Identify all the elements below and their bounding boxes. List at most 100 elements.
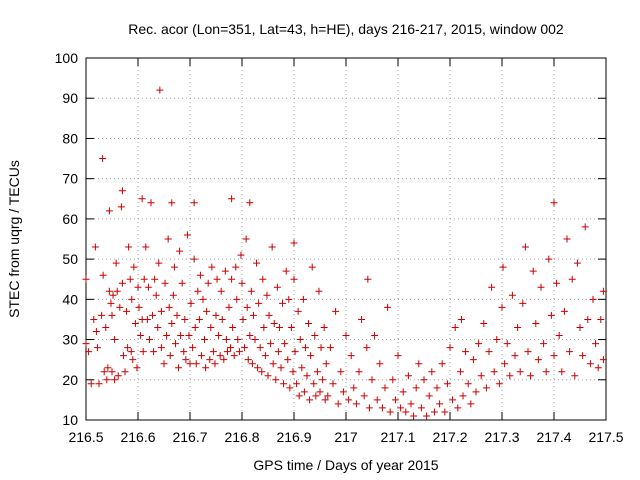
data-point (295, 392, 303, 400)
data-point (345, 396, 353, 404)
data-point (215, 332, 223, 340)
data-point (248, 360, 256, 368)
data-point (532, 319, 540, 327)
data-point (255, 299, 263, 307)
data-point (273, 283, 281, 291)
data-point (242, 235, 250, 243)
data-point (220, 356, 228, 364)
data-point (592, 340, 600, 348)
data-point (498, 303, 506, 311)
data-point (594, 364, 602, 372)
data-point (237, 251, 245, 259)
data-point (213, 275, 221, 283)
data-point (196, 271, 204, 279)
data-point (480, 319, 488, 327)
data-point (321, 396, 329, 404)
data-point (381, 384, 389, 392)
data-point (524, 348, 532, 356)
data-point (244, 356, 252, 364)
data-point (147, 199, 155, 207)
x-tick-label: 216.7 (172, 429, 207, 445)
data-point (373, 396, 381, 404)
data-point (95, 380, 103, 388)
data-point (289, 368, 297, 376)
data-point (326, 344, 334, 352)
data-point (300, 388, 308, 396)
data-point (456, 368, 464, 376)
data-point (181, 315, 189, 323)
data-point (312, 392, 320, 400)
data-point (394, 352, 402, 360)
data-point (99, 271, 107, 279)
data-point (164, 235, 172, 243)
data-point (410, 412, 418, 420)
data-point (254, 364, 262, 372)
x-tick-label: 217 (334, 429, 358, 445)
data-point (378, 404, 386, 412)
data-point (430, 408, 438, 416)
data-point (464, 380, 472, 388)
data-point (521, 243, 529, 251)
data-point (161, 279, 169, 287)
data-point (310, 380, 318, 388)
data-point (407, 400, 415, 408)
data-point (320, 323, 328, 331)
data-point (183, 231, 191, 239)
data-point (404, 372, 412, 380)
data-point (85, 348, 93, 356)
data-point (259, 275, 267, 283)
data-point (488, 283, 496, 291)
data-point (228, 195, 236, 203)
x-tick-label: 216.5 (68, 429, 103, 445)
data-point (272, 376, 280, 384)
data-point (229, 323, 237, 331)
data-point (451, 323, 459, 331)
data-point (222, 336, 230, 344)
y-tick-label: 40 (62, 291, 78, 307)
data-point (415, 360, 423, 368)
data-point (571, 372, 579, 380)
data-point (291, 348, 299, 356)
data-point (425, 392, 433, 400)
data-point (189, 344, 197, 352)
data-point (433, 384, 441, 392)
data-point (173, 311, 181, 319)
data-point (402, 408, 410, 416)
data-point (342, 332, 350, 340)
data-point (586, 360, 594, 368)
data-point (438, 360, 446, 368)
data-point (516, 368, 524, 376)
data-point (118, 187, 126, 195)
data-point (186, 360, 194, 368)
data-points (82, 86, 607, 420)
y-tick-label: 50 (62, 251, 78, 267)
data-point (112, 259, 120, 267)
data-point (129, 356, 137, 364)
data-point (216, 352, 224, 360)
data-point (221, 267, 229, 275)
data-point (364, 275, 372, 283)
data-point (208, 263, 216, 271)
data-point (190, 199, 198, 207)
data-point (149, 311, 157, 319)
data-point (107, 299, 115, 307)
x-tick-label: 217.4 (536, 429, 571, 445)
data-point (192, 360, 200, 368)
data-point (138, 195, 146, 203)
data-point (256, 344, 264, 352)
data-point (111, 376, 119, 384)
x-tick-label: 217.2 (432, 429, 467, 445)
data-point (267, 340, 275, 348)
data-point (241, 344, 249, 352)
data-point (560, 307, 568, 315)
data-point (114, 372, 122, 380)
data-point (130, 263, 138, 271)
data-point (391, 396, 399, 404)
data-point (121, 368, 129, 376)
data-point (306, 396, 314, 404)
data-point (550, 352, 558, 360)
data-point (469, 356, 477, 364)
data-point (529, 267, 537, 275)
data-point (555, 332, 563, 340)
data-point (124, 344, 132, 352)
